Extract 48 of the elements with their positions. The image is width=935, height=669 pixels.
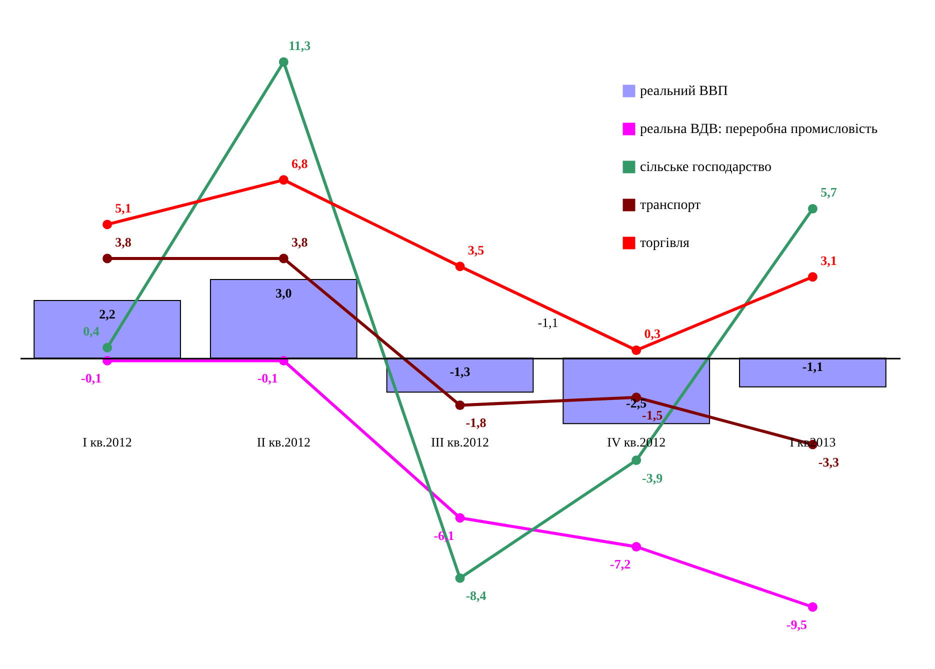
point [632, 542, 642, 552]
data-label: 3,5 [468, 242, 485, 258]
data-label: 3,8 [115, 234, 132, 250]
data-label: -1,8 [466, 415, 487, 430]
data-label: -3,3 [818, 454, 840, 470]
point [278, 175, 288, 185]
point [808, 272, 818, 282]
point [102, 220, 112, 230]
legend-label: реальний ВВП [640, 84, 728, 99]
point [455, 573, 465, 583]
data-label: -1,3 [450, 364, 471, 380]
data-label: 5,7 [820, 184, 838, 200]
data-label: 3,8 [292, 234, 308, 250]
annotation: -1,1 [538, 315, 558, 330]
point [455, 400, 465, 410]
point [278, 57, 288, 67]
point [102, 254, 112, 264]
data-label: 0,4 [83, 324, 100, 339]
data-label: -0,1 [257, 370, 278, 386]
data-label: -1,1 [802, 358, 823, 374]
data-label: -8,4 [466, 588, 487, 604]
data-label: -9,5 [786, 617, 808, 632]
legend-label: торгівля [640, 236, 690, 251]
data-label: 2,2 [99, 306, 116, 322]
data-label: 3,0 [276, 285, 292, 300]
data-label: -1,5 [642, 407, 664, 422]
point [632, 345, 642, 355]
x-tick-label: I кв.2012 [82, 434, 132, 450]
data-label: 5,1 [115, 200, 132, 216]
data-label: 11,3 [288, 38, 312, 53]
data-label: -3,9 [642, 470, 664, 486]
legend-label: реальна ВДВ: переробна промисловість [640, 122, 878, 137]
point [808, 204, 818, 214]
legend-label: сільське господарство [640, 160, 772, 175]
point [278, 254, 288, 264]
point [808, 602, 818, 612]
data-label: 0,3 [644, 326, 661, 342]
x-tick-label: III кв.2012 [431, 434, 489, 450]
legend-label: транспорт [640, 198, 701, 213]
point [455, 262, 465, 272]
data-label: -0,1 [81, 370, 102, 386]
x-tick-label: II кв.2012 [256, 434, 310, 450]
data-label: 6,8 [292, 156, 308, 171]
data-label: 3,1 [820, 252, 837, 268]
data-label: -7,2 [610, 556, 631, 572]
point [455, 513, 465, 523]
point [632, 456, 642, 466]
point [102, 342, 112, 352]
